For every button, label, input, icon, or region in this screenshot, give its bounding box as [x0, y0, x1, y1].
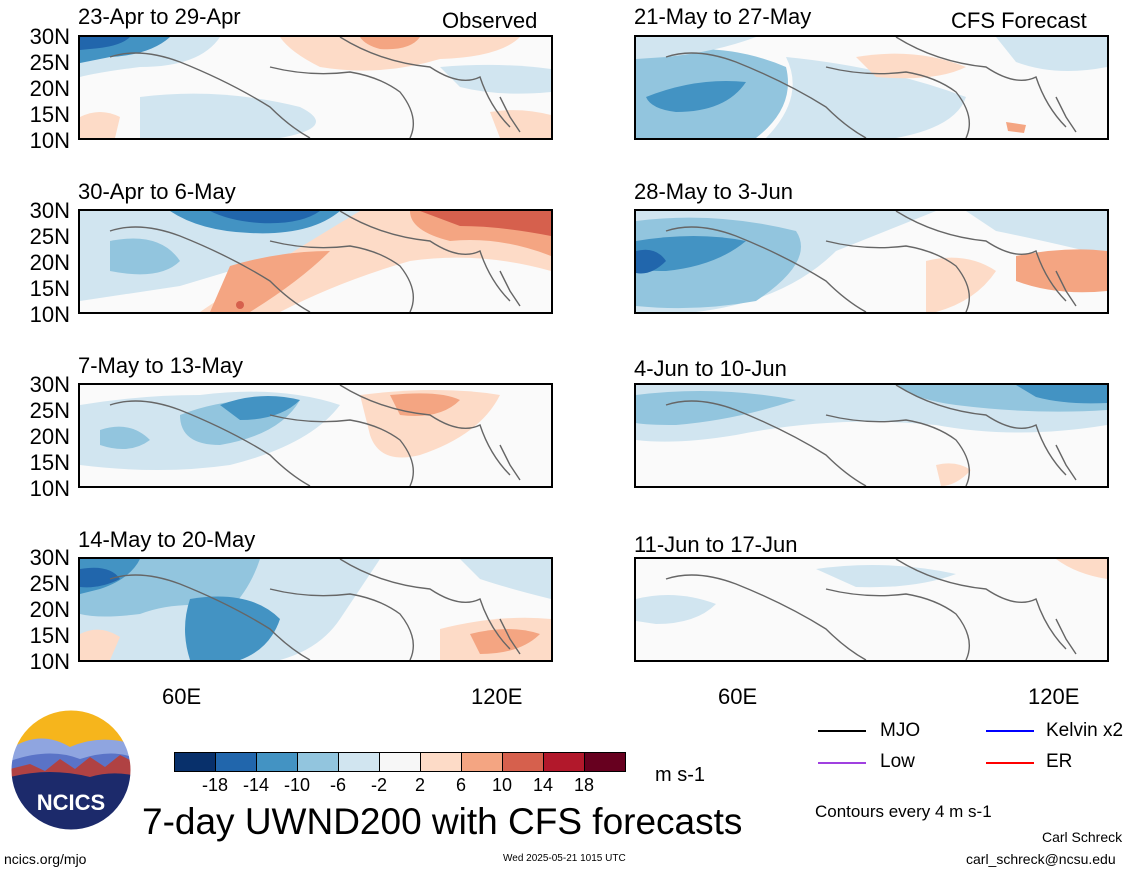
map-panel-fc4	[634, 557, 1109, 662]
colorbar-bin	[297, 752, 339, 772]
legend-line-mjo	[818, 730, 866, 732]
colorbar-tick: 6	[455, 775, 466, 795]
y-tick-20n: 20N	[29, 424, 70, 449]
observed-label: Observed	[442, 8, 538, 33]
y-tick-25n: 25N	[29, 50, 70, 75]
panel-title-fc1: 21-May to 27-May	[634, 4, 812, 29]
colorbar-tick: -2	[370, 775, 387, 795]
y-tick-10n: 10N	[29, 649, 70, 674]
x-tick-60e-right: 60E	[718, 684, 758, 709]
legend-label-mjo: MJO	[880, 720, 921, 741]
x-tick-60e-left: 60E	[162, 684, 202, 709]
y-tick-30n: 30N	[29, 24, 70, 49]
colorbar-bin	[215, 752, 257, 772]
panel-title-obs1: 23-Apr to 29-Apr	[78, 4, 241, 29]
colorbar-bin	[174, 752, 216, 772]
colorbar-bin	[379, 752, 421, 772]
panel-title-obs2: 30-Apr to 6-May	[78, 179, 236, 204]
colorbar-bin	[461, 752, 503, 772]
legend-line-er	[986, 762, 1034, 764]
author-email: carl_schreck@ncsu.edu	[966, 851, 1116, 867]
legend-label-kelvin: Kelvin x2	[1046, 720, 1124, 741]
colorbar-units: m s-1	[655, 764, 705, 786]
y-tick-20n: 20N	[29, 76, 70, 101]
logo-text: NCICS	[37, 790, 105, 815]
legend-line-kelvin	[986, 730, 1034, 732]
y-tick-30n: 30N	[29, 372, 70, 397]
colorbar-bin	[584, 752, 626, 772]
y-tick-20n: 20N	[29, 597, 70, 622]
colorbar-bin	[543, 752, 585, 772]
timestamp: Wed 2025-05-21 1015 UTC	[503, 853, 626, 864]
map-panel-fc1	[634, 35, 1109, 140]
legend-line-low	[818, 762, 866, 764]
colorbar	[174, 752, 626, 772]
x-tick-120e-right: 120E	[1028, 684, 1080, 709]
cfs-forecast-label: CFS Forecast	[951, 8, 1087, 33]
map-panel-fc3	[634, 383, 1109, 488]
contours-note: Contours every 4 m s-1	[815, 802, 992, 821]
panel-title-fc2: 28-May to 3-Jun	[634, 179, 793, 204]
colorbar-bin	[338, 752, 380, 772]
ncics-logo: NCICS	[10, 709, 132, 831]
map-panel-obs3	[78, 383, 553, 488]
panel-title-fc4: 11-Jun to 17-Jun	[634, 532, 798, 557]
map-panel-obs2	[78, 209, 553, 314]
colorbar-tick: 2	[414, 775, 425, 795]
legend-label-low: Low	[880, 751, 915, 772]
y-tick-10n: 10N	[29, 128, 70, 153]
colorbar-tick: 18	[573, 775, 595, 795]
y-tick-15n: 15N	[29, 450, 70, 475]
colorbar-tick: 14	[532, 775, 554, 795]
colorbar-tick: -18	[201, 775, 228, 795]
author-name: Carl Schreck	[1042, 829, 1123, 845]
main-title: 7-day UWND200 with CFS forecasts	[142, 801, 743, 842]
map-panel-obs1	[78, 35, 553, 140]
colorbar-tick: -14	[242, 775, 269, 795]
colorbar-tick: -6	[329, 775, 346, 795]
panel-title-obs4: 14-May to 20-May	[78, 527, 256, 552]
x-tick-120e-left: 120E	[471, 684, 523, 709]
y-tick-25n: 25N	[29, 571, 70, 596]
colorbar-bin	[256, 752, 298, 772]
map-panel-fc2	[634, 209, 1109, 314]
colorbar-tick: -10	[283, 775, 310, 795]
colorbar-bin	[420, 752, 462, 772]
panel-title-fc3: 4-Jun to 10-Jun	[634, 356, 787, 381]
y-tick-20n: 20N	[29, 250, 70, 275]
y-tick-25n: 25N	[29, 398, 70, 423]
map-panel-obs4	[78, 557, 553, 662]
panel-title-obs3: 7-May to 13-May	[78, 353, 244, 378]
colorbar-tick: 10	[491, 775, 513, 795]
colorbar-bin	[502, 752, 544, 772]
y-tick-15n: 15N	[29, 623, 70, 648]
y-tick-10n: 10N	[29, 476, 70, 501]
site-url: ncics.org/mjo	[4, 851, 87, 867]
y-tick-15n: 15N	[29, 276, 70, 301]
y-tick-25n: 25N	[29, 224, 70, 249]
legend-label-er: ER	[1046, 751, 1073, 772]
y-tick-10n: 10N	[29, 302, 70, 327]
y-tick-15n: 15N	[29, 102, 70, 127]
y-tick-30n: 30N	[29, 545, 70, 570]
y-tick-30n: 30N	[29, 198, 70, 223]
